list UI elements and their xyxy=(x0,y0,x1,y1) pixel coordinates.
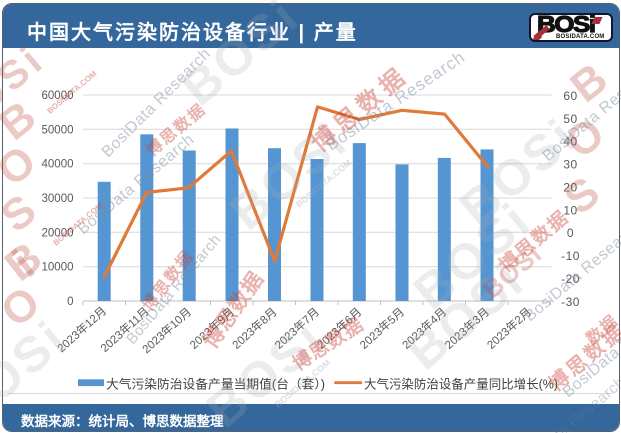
svg-text:-20: -20 xyxy=(561,272,580,286)
svg-text:0: 0 xyxy=(67,296,73,308)
svg-text:50000: 50000 xyxy=(42,124,74,136)
svg-text:-10: -10 xyxy=(561,249,580,263)
svg-text:60000: 60000 xyxy=(42,90,74,102)
svg-text:10: 10 xyxy=(563,203,577,217)
svg-text:BOSi: BOSi xyxy=(0,309,78,433)
svg-text:B: B xyxy=(0,92,45,150)
svg-text:BosiData Research: BosiData Research xyxy=(75,131,198,238)
svg-text:60: 60 xyxy=(563,89,577,103)
svg-text:S: S xyxy=(0,185,45,242)
svg-text:30000: 30000 xyxy=(42,193,74,205)
svg-text:40: 40 xyxy=(563,135,577,149)
svg-text:10000: 10000 xyxy=(42,262,74,274)
svg-text:20: 20 xyxy=(563,180,577,194)
svg-text:0: 0 xyxy=(567,226,574,240)
svg-text:大气污染防治设备产量同比增长(%): 大气污染防治设备产量同比增长(%) xyxy=(364,377,558,392)
svg-text:30: 30 xyxy=(563,158,577,172)
svg-text:40000: 40000 xyxy=(42,159,74,171)
svg-text:20000: 20000 xyxy=(42,227,74,239)
svg-text:大气污染防治设备产量当期值(台（套）): 大气污染防治设备产量当期值(台（套）) xyxy=(106,377,325,392)
svg-text:-30: -30 xyxy=(561,295,580,309)
svg-text:50: 50 xyxy=(563,112,577,126)
svg-text:B: B xyxy=(0,233,51,291)
